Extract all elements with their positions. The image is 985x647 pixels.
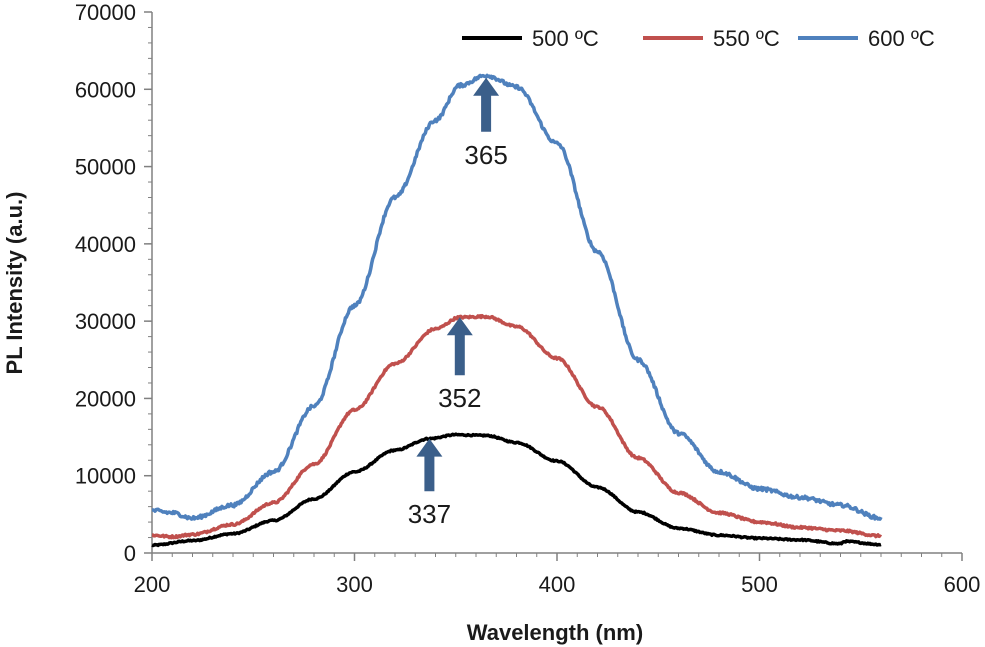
legend-label-2: 550 ºC (713, 26, 780, 51)
x-axis-title: Wavelength (nm) (467, 620, 643, 645)
y-tick-label: 40000 (75, 232, 136, 257)
peak-annotations: 365 352 337 (408, 77, 508, 529)
series-lines (151, 73, 883, 548)
peak-label: 352 (438, 383, 481, 413)
peak-arrow (446, 317, 473, 376)
peak-arrow (416, 438, 443, 492)
y-tick-label: 50000 (75, 155, 136, 180)
y-axis-title: PL Intensity (a.u.) (2, 192, 27, 375)
x-tick-label: 500 (741, 572, 778, 597)
y-tick-label: 70000 (75, 0, 136, 25)
x-axis-ticks: 200 300 400 500 600 (134, 553, 981, 597)
legend-label-1: 500 ºC (532, 26, 599, 51)
y-tick-label: 10000 (75, 464, 136, 489)
legend-label-3: 600 ºC (868, 26, 935, 51)
x-tick-label: 400 (539, 572, 576, 597)
peak-label: 337 (408, 499, 451, 529)
x-tick-label: 200 (134, 572, 171, 597)
y-tick-label: 60000 (75, 77, 136, 102)
series-line-1 (151, 432, 882, 548)
peak-arrow (473, 77, 500, 132)
y-axis-ticks: 0 10000 20000 30000 40000 50000 60000 70000 (75, 0, 152, 566)
plot-axes: 0 10000 20000 30000 40000 50000 60000 70000 200… (75, 0, 981, 597)
legend: 500 ºC 550 ºC 600 ºC (462, 26, 935, 51)
peak-label: 365 (464, 140, 507, 170)
series-line-2 (151, 313, 883, 540)
y-tick-label: 0 (124, 541, 136, 566)
x-tick-label: 600 (944, 572, 981, 597)
x-tick-label: 300 (336, 572, 373, 597)
y-tick-label: 20000 (75, 386, 136, 411)
y-tick-label: 30000 (75, 309, 136, 334)
series-line-3 (151, 73, 883, 521)
